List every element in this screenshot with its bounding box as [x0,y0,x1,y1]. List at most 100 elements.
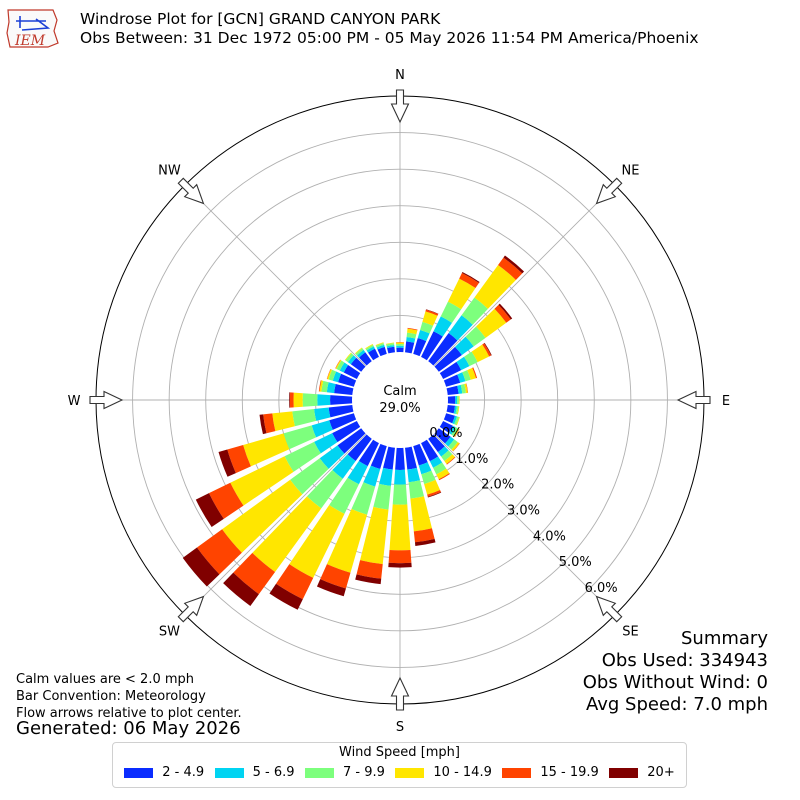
bar-280-bin-3 [319,380,324,392]
bar-80-bin-2 [460,383,466,394]
bar-10-bin-1 [406,336,416,343]
bar-350-bin-0 [387,346,395,354]
bar-40-bin-0 [428,333,458,366]
bar-110-bin-2 [454,416,460,426]
bar-320-bin-2 [355,348,364,356]
legend-item-5: 20+ [609,765,675,780]
bar-330-bin-0 [368,348,379,361]
legend-label-1: 5 - 6.9 [252,765,295,780]
bar-290-bin-0 [338,373,357,387]
bar-170-bin-4 [413,528,435,543]
bar-280-bin-1 [326,382,336,394]
bar-150-bin-4 [438,473,450,481]
legend-title: Wind Speed [mph] [339,745,460,760]
calm-note: Calm values are < 2.0 mph [16,672,195,687]
bar-140-bin-1 [437,446,449,457]
bar-230-bin-0 [337,428,366,454]
bar-130-bin-0 [434,428,451,444]
bar-340-bin-0 [377,346,387,357]
flow-arrow-1 [595,177,623,205]
bar-150-bin-0 [421,439,439,462]
bar-30-bin-1 [433,316,452,337]
bar-70-bin-0 [443,374,461,387]
direction-label-s: S [396,720,404,735]
bar-330-bin-2 [365,344,374,351]
bar-160-bin-5 [427,491,442,498]
bar-220-bin-0 [347,434,372,462]
bar-70-bin-4 [472,367,478,379]
bar-70-bin-2 [462,370,471,382]
bar-270-bin-1 [317,394,331,406]
bar-60-bin-4 [482,343,492,357]
obs-without-wind: Obs Without Wind: 0 [582,672,768,693]
bar-300-bin-1 [339,362,349,373]
bar-90-bin-2 [457,395,459,405]
bar-80-bin-3 [464,383,468,394]
legend-swatch-4 [502,767,532,778]
legend-label-3: 10 - 14.9 [433,765,492,780]
bar-130-bin-4 [452,443,460,452]
bar-350-bin-2 [386,343,395,347]
bar-120-bin-3 [453,428,460,437]
direction-label-sw: SW [159,625,180,640]
bar-250-bin-3 [243,433,290,467]
bar-30-bin-4 [459,273,479,289]
bar-40-bin-5 [503,255,525,274]
bar-140-bin-4 [446,456,456,465]
bar-100-bin-2 [455,405,459,415]
legend-label-0: 2 - 4.9 [162,765,205,780]
radial-tick-label-3: 3.0% [507,504,540,519]
bar-140-bin-2 [441,450,453,462]
legend-items: 2 - 4.9 5 - 6.9 7 - 9.9 10 - 14.9 15 - 19.9 2… [113,760,686,780]
bar-240-bin-1 [314,433,338,454]
flow-arrow-5 [177,595,205,623]
radial-tick-labels: 0.0% 1.0% 2.0% 3.0% 4.0% 5.0% 6.0% [429,426,617,596]
bar-270-bin-3 [293,392,303,408]
legend-item-3: 10 - 14.9 [395,765,492,780]
bar-30-bin-5 [461,272,480,283]
bar-210-bin-3 [289,504,345,578]
bar-60-bin-3 [471,344,490,363]
legend-label-4: 15 - 19.9 [540,765,599,780]
bar-220-bin-4 [233,552,276,595]
bar-300-bin-0 [343,364,361,379]
flow-arrow-6 [89,390,124,410]
bar-40-bin-1 [448,315,473,341]
bar-10-bin-0 [405,341,415,354]
bar-290-bin-3 [327,369,333,380]
bar-240-bin-2 [284,441,321,472]
bar-190-bin-4 [356,560,383,579]
bar-200-bin-2 [351,482,376,515]
bar-240-bin-3 [230,456,294,506]
direction-label-e: E [722,394,730,409]
bar-20-bin-2 [420,321,434,334]
bar-210-bin-5 [269,583,303,610]
bar-260-bin-4 [263,413,276,434]
bar-170-bin-1 [407,467,421,483]
bar-350-bin-3 [385,342,395,345]
radial-tick-label-5: 5.0% [559,555,592,570]
bar-320-bin-3 [354,347,363,354]
legend-item-1: 5 - 6.9 [214,765,295,780]
direction-label-ne: NE [622,163,640,178]
bar-230-bin-1 [319,445,345,469]
legend-item-2: 7 - 9.9 [305,765,385,780]
bar-50-bin-5 [498,303,513,320]
bar-60-bin-2 [464,351,478,367]
flow-arrow-note: Flow arrows relative to plot center. [16,706,242,721]
bar-170-bin-0 [405,446,417,470]
grid-spoke-1 [433,184,616,367]
bar-20-bin-1 [417,329,430,342]
bar-290-bin-4 [326,369,331,380]
bar-290-bin-2 [328,369,337,381]
bar-260-bin-0 [328,405,354,418]
bar-160-bin-1 [418,462,432,475]
bar-240-bin-4 [208,482,244,519]
bar-90-bin-3 [458,395,460,405]
bar-320-bin-0 [359,352,372,366]
bar-120-bin-0 [439,421,454,433]
direction-label-se: SE [622,625,638,640]
bar-0-bin-2 [396,343,404,346]
bar-270-bin-2 [302,393,318,407]
